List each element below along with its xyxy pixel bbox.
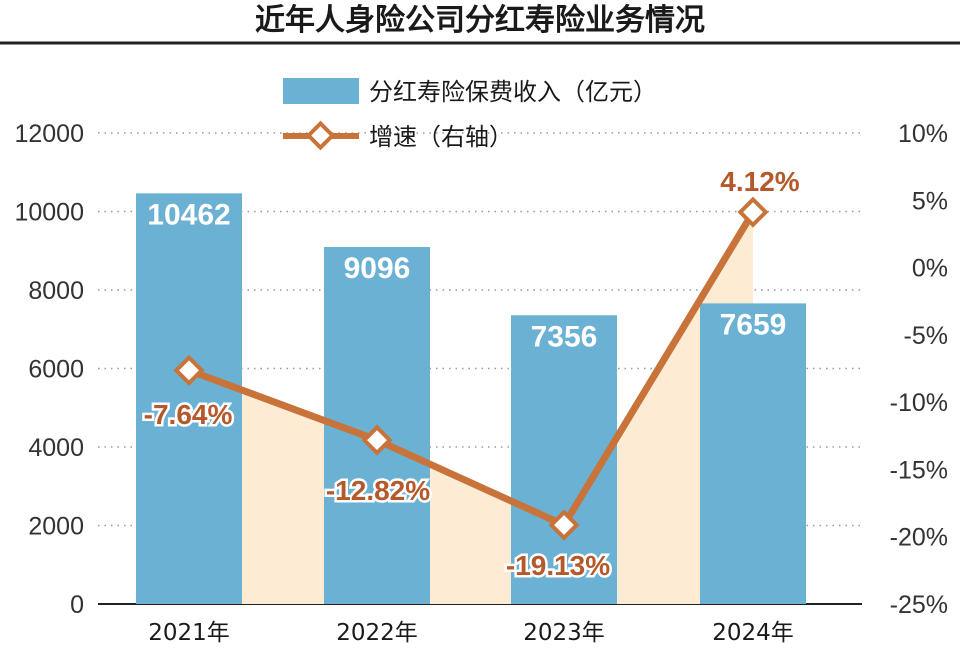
legend-swatch-marker: [305, 120, 336, 151]
growth-markers: [173, 196, 769, 541]
legend: 分红寿险保费收入（亿元） 增速（右轴）: [283, 78, 657, 151]
growth-value-label: -7.64%: [144, 399, 233, 430]
bar: [700, 303, 806, 604]
y-left-axis: 0 2000 4000 6000 8000 10000 12000: [14, 120, 84, 619]
bar-labels: 10462 9096 7356 7659: [147, 198, 786, 353]
area-fill: [189, 212, 753, 605]
x-tick-label: 2024年: [712, 620, 794, 646]
y-left-tick-label: 10000: [14, 199, 84, 227]
y-right-tick-label: -10%: [890, 389, 948, 417]
y-right-tick-label: -20%: [890, 524, 948, 552]
y-right-tick-label: -5%: [904, 322, 948, 350]
growth-value-label: -12.82%: [326, 475, 430, 506]
y-right-tick-label: 0%: [912, 255, 948, 283]
bar-value-label: 9096: [344, 252, 411, 285]
y-left-tick-label: 4000: [28, 434, 84, 462]
growth-line-path: [185, 208, 757, 529]
y-right-tick-label: 5%: [912, 187, 948, 215]
growth-line: [185, 208, 757, 529]
y-right-tick-label: -25%: [890, 591, 948, 619]
y-right-tick-label: 10%: [898, 120, 948, 148]
chart-title: 近年人身险公司分红寿险业务情况: [255, 3, 705, 38]
growth-labels: -7.64% -12.82% -19.13% 4.12%: [141, 164, 802, 584]
y-right-tick-label: -15%: [890, 456, 948, 484]
bar: [511, 315, 617, 604]
growth-marker: [173, 354, 205, 386]
growth-marker: [361, 424, 393, 456]
x-tick-label: 2022年: [336, 620, 418, 646]
legend-label-bar: 分红寿险保费收入（亿元）: [369, 78, 657, 106]
bar-value-label: 7659: [720, 308, 787, 341]
x-tick-label: 2023年: [523, 620, 605, 646]
x-tick-label: 2021年: [148, 620, 230, 646]
growth-marker: [737, 196, 769, 228]
y-left-tick-label: 0: [70, 591, 84, 619]
growth-value-label: -19.13%: [506, 550, 610, 581]
y-left-tick-label: 8000: [28, 277, 84, 305]
bar-value-label: 7356: [531, 320, 598, 353]
growth-value-label: 4.12%: [720, 166, 799, 197]
y-left-tick-label: 12000: [14, 120, 84, 148]
bar-value-label: 10462: [147, 198, 230, 231]
growth-area: [189, 212, 753, 605]
legend-swatch-bar: [283, 78, 359, 104]
y-right-axis: -25% -20% -15% -10% -5% 0% 5% 10%: [890, 120, 948, 619]
growth-marker: [548, 509, 580, 541]
bar: [136, 193, 242, 604]
x-axis: 2021年 2022年 2023年 2024年: [148, 620, 794, 646]
legend-label-line: 增速（右轴）: [369, 123, 513, 151]
y-left-tick-label: 2000: [28, 513, 84, 541]
y-left-tick-label: 6000: [28, 356, 84, 384]
